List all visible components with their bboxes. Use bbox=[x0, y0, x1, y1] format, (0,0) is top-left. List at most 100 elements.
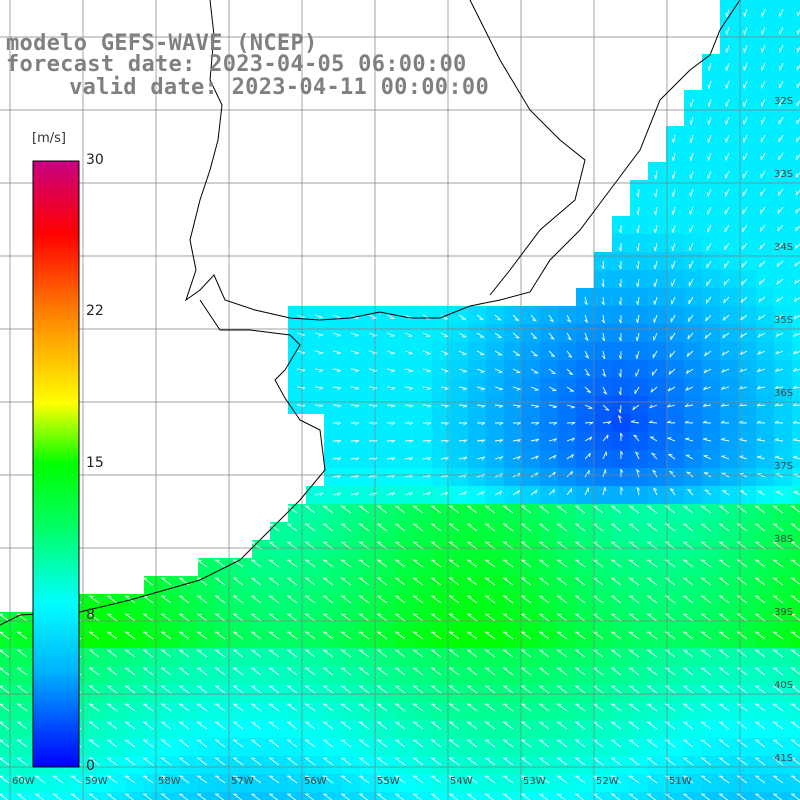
wind-arrow-head bbox=[449, 523, 454, 525]
wind-arrow-head bbox=[795, 209, 798, 214]
wind-arrow-head bbox=[620, 468, 624, 473]
wind-arrow bbox=[611, 595, 622, 604]
wind-arrow-head bbox=[377, 721, 382, 723]
wind-arrow-head bbox=[503, 757, 508, 759]
wind-arrow bbox=[629, 505, 640, 514]
wind-arrow bbox=[584, 386, 592, 393]
wind-arrow bbox=[125, 613, 136, 622]
wind-arrow-head bbox=[485, 613, 490, 615]
field-cell bbox=[792, 450, 800, 468]
wind-arrow-head bbox=[359, 685, 364, 687]
wind-arrow-head bbox=[17, 649, 22, 651]
wind-arrow-head bbox=[575, 505, 580, 507]
wind-arrow-head bbox=[701, 649, 706, 651]
wind-arrow bbox=[651, 452, 658, 460]
wind-arrow bbox=[377, 505, 388, 514]
wind-arrow-head bbox=[377, 667, 382, 669]
wind-arrow-head bbox=[179, 649, 184, 651]
wind-arrow-head bbox=[125, 649, 130, 651]
wind-arrow-head bbox=[584, 337, 589, 341]
wind-arrow bbox=[671, 278, 676, 287]
wind-arrow-head bbox=[521, 523, 526, 525]
wind-arrow bbox=[629, 613, 640, 622]
wind-arrow bbox=[494, 404, 503, 407]
wind-arrow bbox=[707, 152, 712, 161]
wind-arrow-head bbox=[793, 473, 798, 476]
field-cell bbox=[774, 792, 792, 800]
wind-arrow-head bbox=[336, 369, 342, 373]
wind-arrow bbox=[584, 452, 591, 460]
wind-arrow bbox=[215, 685, 226, 694]
wind-arrow bbox=[449, 631, 460, 640]
wind-arrow-head bbox=[35, 775, 40, 777]
wind-arrow bbox=[386, 314, 395, 319]
wind-arrow bbox=[89, 595, 100, 604]
wind-arrow bbox=[701, 559, 712, 568]
wind-arrow bbox=[107, 739, 118, 748]
wind-arrow-head bbox=[481, 439, 486, 443]
wind-arrow-head bbox=[215, 721, 220, 723]
wind-arrow bbox=[476, 350, 485, 355]
wind-arrow bbox=[742, 188, 748, 197]
wind-arrow-head bbox=[305, 793, 310, 795]
wind-arrow-head bbox=[575, 667, 580, 669]
wind-arrow bbox=[341, 685, 352, 694]
wind-arrow-head bbox=[535, 438, 540, 443]
wind-arrow bbox=[440, 491, 449, 496]
wind-arrow bbox=[737, 631, 748, 640]
wind-arrow bbox=[775, 456, 784, 460]
wind-arrow bbox=[758, 296, 766, 303]
wind-arrow bbox=[0, 631, 10, 640]
wind-arrow-head bbox=[618, 373, 622, 378]
wind-arrow-head bbox=[671, 228, 674, 233]
wind-arrow bbox=[440, 404, 450, 407]
wind-arrow bbox=[395, 649, 406, 658]
wind-arrow bbox=[755, 505, 766, 514]
wind-arrow-head bbox=[409, 422, 414, 426]
wind-arrow bbox=[672, 206, 676, 215]
wind-arrow-head bbox=[359, 523, 364, 525]
wind-arrow bbox=[575, 649, 586, 658]
wind-arrow-head bbox=[759, 227, 762, 232]
wind-arrow bbox=[687, 332, 694, 340]
wind-arrow-head bbox=[395, 721, 400, 723]
wind-arrow-head bbox=[359, 505, 364, 507]
wind-arrow bbox=[476, 456, 485, 460]
wind-arrow bbox=[687, 488, 694, 496]
wind-arrow bbox=[629, 685, 640, 694]
wind-arrow bbox=[269, 667, 280, 676]
wind-arrow bbox=[575, 505, 586, 514]
wind-arrow-head bbox=[197, 739, 202, 741]
wind-arrow-head bbox=[391, 492, 395, 496]
wind-arrow-head bbox=[413, 667, 418, 669]
wind-arrow-head bbox=[449, 721, 454, 723]
wind-arrow bbox=[719, 613, 730, 622]
wind-arrow-head bbox=[653, 487, 657, 491]
wind-arrow-head bbox=[725, 138, 727, 143]
wind-arrow bbox=[690, 134, 694, 143]
wind-arrow-head bbox=[269, 685, 274, 687]
wind-arrow bbox=[395, 775, 406, 784]
wind-arrow bbox=[740, 314, 748, 321]
wind-arrow bbox=[755, 649, 766, 658]
wind-arrow-head bbox=[719, 793, 724, 795]
wind-arrow bbox=[725, 170, 730, 179]
wind-arrow bbox=[593, 505, 604, 514]
wind-arrow bbox=[791, 523, 800, 531]
wind-arrow bbox=[773, 631, 784, 640]
wind-arrow-head bbox=[557, 541, 562, 543]
wind-arrow bbox=[647, 505, 658, 514]
wind-arrow bbox=[637, 314, 640, 323]
wind-arrow bbox=[197, 559, 208, 568]
lon-label: 51W bbox=[669, 776, 692, 787]
wind-arrow bbox=[773, 595, 784, 604]
wind-arrow bbox=[485, 703, 496, 712]
field-cell bbox=[36, 792, 54, 800]
wind-arrow-head bbox=[761, 48, 763, 53]
wind-arrow bbox=[404, 368, 413, 372]
field-cell bbox=[792, 306, 800, 324]
wind-arrow bbox=[377, 739, 388, 748]
wind-arrow bbox=[233, 775, 244, 784]
wind-arrow bbox=[107, 721, 118, 730]
